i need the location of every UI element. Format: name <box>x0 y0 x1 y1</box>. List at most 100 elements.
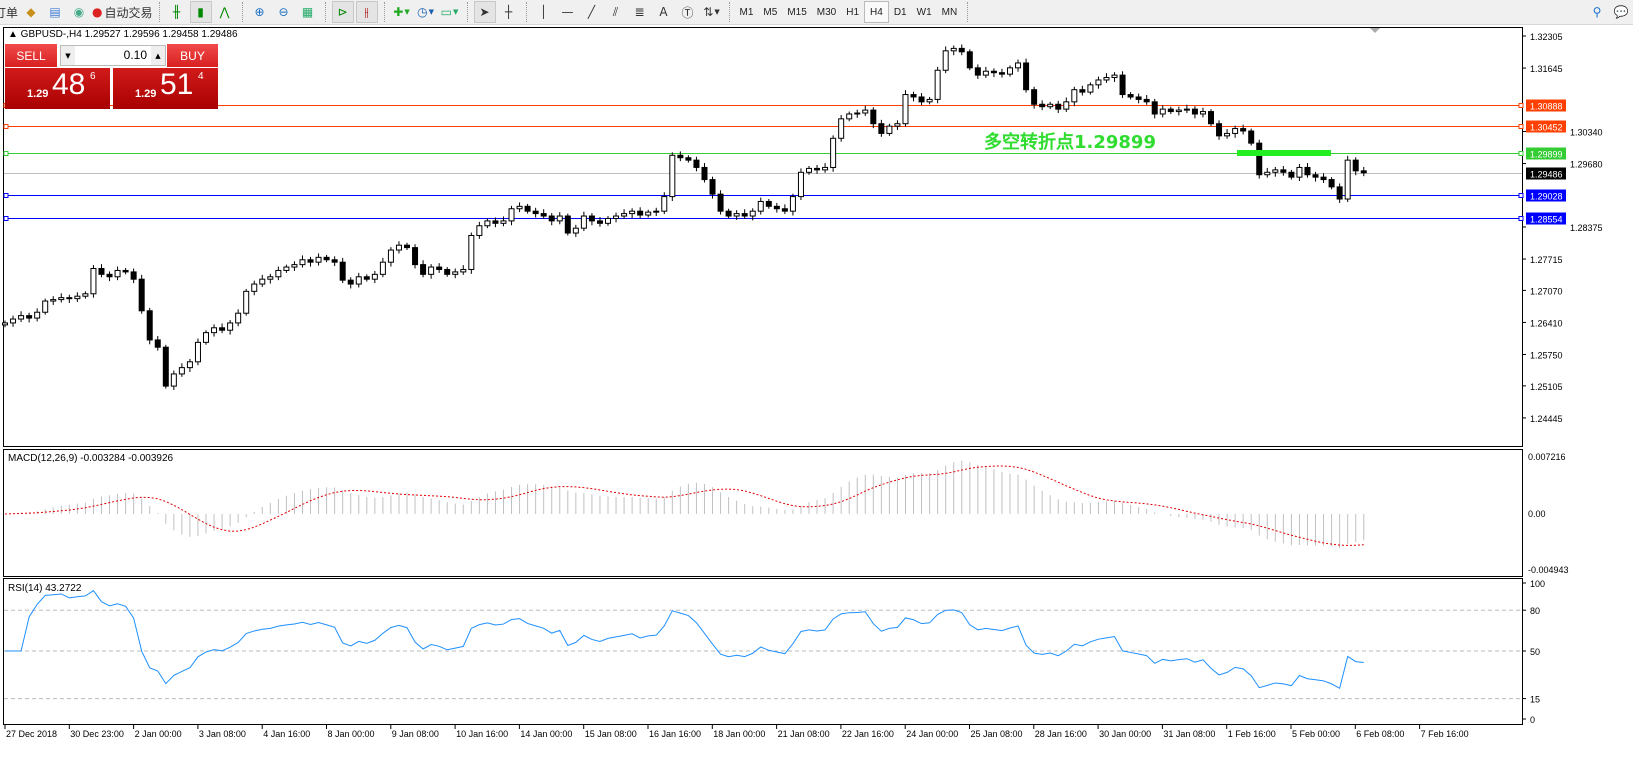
periods-icon[interactable]: ◷ ▼ <box>417 5 434 19</box>
arrows-icon[interactable]: ⇅ ▼ <box>703 5 720 19</box>
templates-icon[interactable]: ▭ ▼ <box>440 5 459 19</box>
text-label-icon[interactable]: Ⓣ <box>681 5 694 20</box>
buy-price-button[interactable]: 1.29 51 4 <box>113 68 218 109</box>
candle <box>1087 82 1094 95</box>
line-handle[interactable] <box>3 193 9 198</box>
equidistant-channel-icon[interactable]: ⫽ <box>612 4 619 19</box>
timeframe-m1[interactable]: M1 <box>739 6 754 18</box>
price-axis-label: 1.32305 <box>1530 32 1563 42</box>
candle-body <box>34 311 41 319</box>
candle <box>862 105 869 116</box>
search-icon[interactable]: ⚲ <box>1592 5 1602 19</box>
lot-size-stepper[interactable]: ▼ 0.10 ▲ <box>60 45 166 66</box>
line-handle[interactable] <box>1518 193 1524 198</box>
candle-body <box>982 70 989 76</box>
candle-body <box>1063 101 1070 110</box>
chart-shift-marker[interactable] <box>1370 28 1380 33</box>
timeframe-m5[interactable]: M5 <box>763 6 778 18</box>
candle-body <box>966 51 973 69</box>
buy-button[interactable]: BUY <box>167 44 218 67</box>
timeframe-d1[interactable]: D1 <box>893 6 907 18</box>
candle-body <box>669 154 676 198</box>
time-axis-label: 5 Feb 00:00 <box>1292 729 1340 739</box>
lot-increase-icon[interactable]: ▲ <box>151 46 165 65</box>
main-chart-frame <box>3 27 1523 447</box>
lot-decrease-icon[interactable]: ▼ <box>61 46 75 65</box>
candle <box>331 256 338 267</box>
line-handle[interactable] <box>1518 151 1524 156</box>
candle-body <box>725 210 732 217</box>
chat-icon[interactable]: 💬 <box>1613 5 1629 19</box>
zoom-in-icon[interactable]: ⊕ <box>254 5 265 19</box>
new-order-button[interactable]: 订单 <box>0 5 19 20</box>
sell-button[interactable]: SELL <box>5 44 57 67</box>
rsi-label: RSI(14) 43.2722 <box>8 583 82 594</box>
candle-body <box>1079 89 1086 93</box>
line-handle[interactable] <box>1518 216 1524 221</box>
candle-body <box>516 205 523 210</box>
candle-body <box>42 300 49 313</box>
line-handle[interactable] <box>3 216 9 221</box>
buy-price-pips: 51 <box>160 68 194 101</box>
candle <box>90 265 97 298</box>
candle <box>1143 95 1150 105</box>
timeframe-m30[interactable]: M30 <box>816 6 837 18</box>
signals-icon[interactable]: ◉ <box>73 5 85 19</box>
candle-body <box>476 225 483 236</box>
sell-price-button[interactable]: 1.29 48 6 <box>5 68 110 109</box>
time-axis-label: 4 Jan 16:00 <box>263 729 310 739</box>
timeframe-mn[interactable]: MN <box>941 6 958 18</box>
line-handle[interactable] <box>3 151 9 156</box>
rsi-line <box>5 589 1364 690</box>
line-handle[interactable] <box>1518 124 1524 129</box>
trendline-icon[interactable]: ╱ <box>587 5 596 19</box>
timeframe-h4[interactable]: H4 <box>864 1 889 23</box>
candle-body <box>339 261 346 281</box>
lot-size-input[interactable]: 0.10 <box>123 48 147 62</box>
fibonacci-icon[interactable]: ≣ <box>634 5 645 19</box>
account-icon[interactable]: ▤ <box>49 5 61 19</box>
timeframe-w1[interactable]: W1 <box>916 6 932 18</box>
candle <box>363 274 370 282</box>
crosshair-icon[interactable]: ┼ <box>504 5 513 19</box>
candle-body <box>958 47 965 53</box>
candle <box>1127 92 1134 100</box>
zoom-out-icon[interactable]: ⊖ <box>278 5 289 19</box>
candle <box>998 68 1005 78</box>
tile-windows-icon[interactable]: ▦ <box>301 5 314 19</box>
auto-trading-button[interactable]: ● 自动交易 <box>92 1 153 23</box>
candle <box>910 91 917 102</box>
line-chart-icon[interactable]: ⋀ <box>219 5 230 19</box>
chart-shift-icon[interactable]: ⫲ <box>355 1 378 23</box>
rsi-axis-label: 15 <box>1530 695 1540 705</box>
candle <box>701 163 708 183</box>
autoscroll-icon[interactable]: ⊳ <box>331 1 354 23</box>
candle <box>1320 173 1327 183</box>
candle-body <box>1256 142 1263 176</box>
horizontal-line-icon[interactable]: — <box>561 5 574 19</box>
candle <box>412 244 419 269</box>
line-handle[interactable] <box>1518 103 1524 108</box>
vertical-line-icon[interactable]: │ <box>539 5 548 19</box>
candle-body <box>420 264 427 275</box>
candle-body <box>653 210 660 213</box>
candlestick-icon[interactable]: ▮ <box>189 1 212 23</box>
navigator-icon[interactable]: ◆ <box>26 5 36 19</box>
candle-body <box>1135 96 1142 100</box>
candle-body <box>436 266 443 270</box>
candle-body <box>243 290 250 314</box>
candle-body <box>74 295 81 300</box>
bar-chart-icon[interactable]: ╫ <box>172 5 181 19</box>
text-icon[interactable]: A <box>659 5 668 19</box>
indicators-icon[interactable]: ✚ ▼ <box>393 5 410 19</box>
line-handle[interactable] <box>3 124 9 129</box>
buy-price-prefix: 1.29 <box>135 88 157 100</box>
timeframe-m15[interactable]: M15 <box>787 6 807 18</box>
candle-body <box>1087 84 1094 93</box>
candle <box>741 209 748 219</box>
timeframe-h1[interactable]: H1 <box>846 6 860 18</box>
candle-body <box>910 94 917 98</box>
cursor-icon[interactable]: ➤ <box>473 1 496 23</box>
candle-body <box>452 271 459 275</box>
